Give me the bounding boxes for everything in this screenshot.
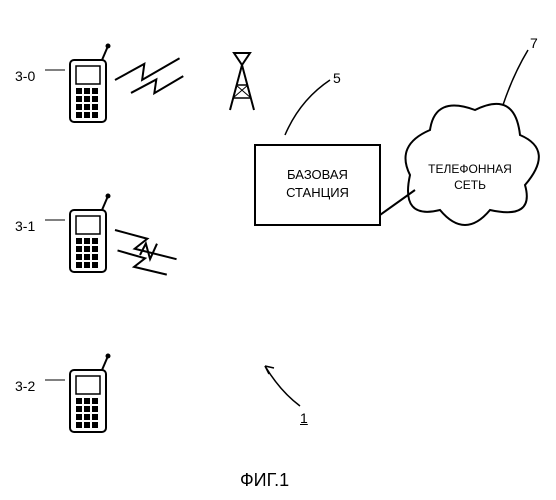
ref-bs: 5 [333,70,341,86]
svg-text:БАЗОВАЯ: БАЗОВАЯ [287,167,348,182]
ref-phone-0: 3-0 [15,68,35,84]
diagram-canvas: БАЗОВАЯ СТАНЦИЯ ТЕЛЕФОННАЯ СЕТЬ [0,0,556,500]
ref-net: 7 [530,35,538,51]
ref-phone-1: 3-1 [15,218,35,234]
svg-text:СЕТЬ: СЕТЬ [454,178,486,192]
svg-text:ТЕЛЕФОННАЯ: ТЕЛЕФОННАЯ [428,162,512,176]
svg-text:СТАНЦИЯ: СТАНЦИЯ [286,185,349,200]
ref-sys: 1 [300,410,308,426]
figure-caption: ФИГ.1 [240,470,289,491]
ref-phone-2: 3-2 [15,378,35,394]
